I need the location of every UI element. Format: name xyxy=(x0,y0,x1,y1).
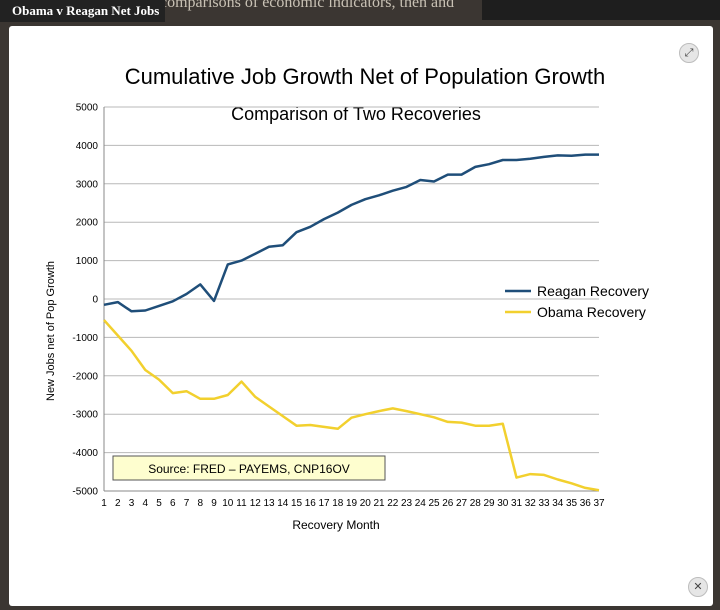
chart-series xyxy=(103,153,600,492)
legend-label: Reagan Recovery xyxy=(537,283,649,299)
x-tick-label: 31 xyxy=(511,498,523,509)
chart-title: Cumulative Job Growth Net of Population … xyxy=(125,64,606,89)
x-tick-label: 30 xyxy=(497,498,509,509)
source-annotation: Source: FRED – PAYEMS, CNP16OV xyxy=(112,455,386,481)
x-tick-label: 27 xyxy=(456,498,468,509)
y-tick-label: 1000 xyxy=(76,256,99,267)
source-annotation-text: Source: FRED – PAYEMS, CNP16OV xyxy=(148,462,350,476)
page-title: Obama v Reagan Net Jobs xyxy=(0,0,166,22)
x-tick-label: 24 xyxy=(415,498,427,509)
chart-subtitle: Comparison of Two Recoveries xyxy=(231,104,481,124)
x-tick-label: 7 xyxy=(184,498,190,509)
expand-icon: ⤢ xyxy=(684,47,694,59)
x-tick-label: 25 xyxy=(428,498,440,509)
x-tick-label: 5 xyxy=(156,498,162,509)
x-axis-label: Recovery Month xyxy=(292,518,379,532)
background-dark-strip xyxy=(482,0,720,20)
x-tick-label: 32 xyxy=(525,498,537,509)
close-icon: ✕ xyxy=(693,581,703,593)
y-tick-label: -5000 xyxy=(72,487,98,498)
x-tick-label: 26 xyxy=(442,498,454,509)
x-axis-ticks: 1 2 3 4 5 6 7 8 9 10 11 12 13 14 15 16 17 18 19 20 21 22 23 24 2… xyxy=(101,498,605,509)
x-tick-label: 12 xyxy=(250,498,262,509)
y-tick-label: -2000 xyxy=(72,371,98,382)
y-tick-label: -4000 xyxy=(72,448,98,459)
x-tick-label: 9 xyxy=(211,498,217,509)
y-tick-label: 2000 xyxy=(76,218,99,229)
x-tick-label: 15 xyxy=(291,498,303,509)
x-tick-label: 29 xyxy=(483,498,495,509)
x-tick-label: 36 xyxy=(580,498,592,509)
y-tick-label: -3000 xyxy=(72,410,98,421)
y-tick-label: -1000 xyxy=(72,333,98,344)
series-line-1 xyxy=(103,153,599,313)
x-tick-label: 34 xyxy=(552,498,564,509)
chart-axes xyxy=(103,107,599,492)
x-tick-label: 35 xyxy=(566,498,578,509)
x-tick-label: 14 xyxy=(277,498,289,509)
y-tick-label: 4000 xyxy=(76,141,99,152)
x-tick-label: 20 xyxy=(360,498,372,509)
x-tick-label: 2 xyxy=(115,498,121,509)
legend-label: Obama Recovery xyxy=(537,304,646,320)
x-tick-label: 37 xyxy=(593,498,605,509)
x-tick-label: 3 xyxy=(129,498,135,509)
expand-button[interactable]: ⤢ xyxy=(679,43,699,63)
x-tick-label: 28 xyxy=(470,498,482,509)
close-button[interactable]: ✕ xyxy=(688,577,708,597)
image-lightbox: ⤢ Cumulative Job Growth Net of Populatio… xyxy=(9,26,713,606)
legend-entry: Reagan Recovery xyxy=(505,283,649,299)
x-tick-label: 8 xyxy=(197,498,203,509)
y-axis-ticks: -5000 -4000 -3000 -2000 -1000 0 1000 2000 3000 40… xyxy=(72,103,98,498)
x-tick-label: 23 xyxy=(401,498,413,509)
y-tick-label: 3000 xyxy=(76,179,99,190)
y-tick-label: 5000 xyxy=(76,103,99,114)
x-tick-label: 13 xyxy=(263,498,275,509)
x-tick-label: 4 xyxy=(142,498,148,509)
y-axis-label: New Jobs net of Pop Growth xyxy=(45,261,57,401)
y-tick-label: 0 xyxy=(92,295,98,306)
x-tick-label: 11 xyxy=(236,498,247,509)
x-tick-label: 6 xyxy=(170,498,176,509)
chart-legend: Reagan Recovery Obama Recovery xyxy=(505,283,649,320)
x-tick-label: 33 xyxy=(538,498,550,509)
background-page-header: comparisons of economic indicators, then… xyxy=(0,0,720,24)
background-article-text: comparisons of economic indicators, then… xyxy=(160,0,455,11)
legend-entry: Obama Recovery xyxy=(505,304,646,320)
series-line-2 xyxy=(103,319,600,492)
line-chart: Cumulative Job Growth Net of Population … xyxy=(45,64,649,532)
x-tick-label: 17 xyxy=(318,498,330,509)
x-tick-label: 18 xyxy=(332,498,344,509)
x-tick-label: 10 xyxy=(222,498,234,509)
x-tick-label: 1 xyxy=(101,498,107,509)
x-tick-label: 19 xyxy=(346,498,358,509)
x-tick-label: 16 xyxy=(305,498,317,509)
x-tick-label: 21 xyxy=(373,498,385,509)
x-tick-label: 22 xyxy=(387,498,399,509)
